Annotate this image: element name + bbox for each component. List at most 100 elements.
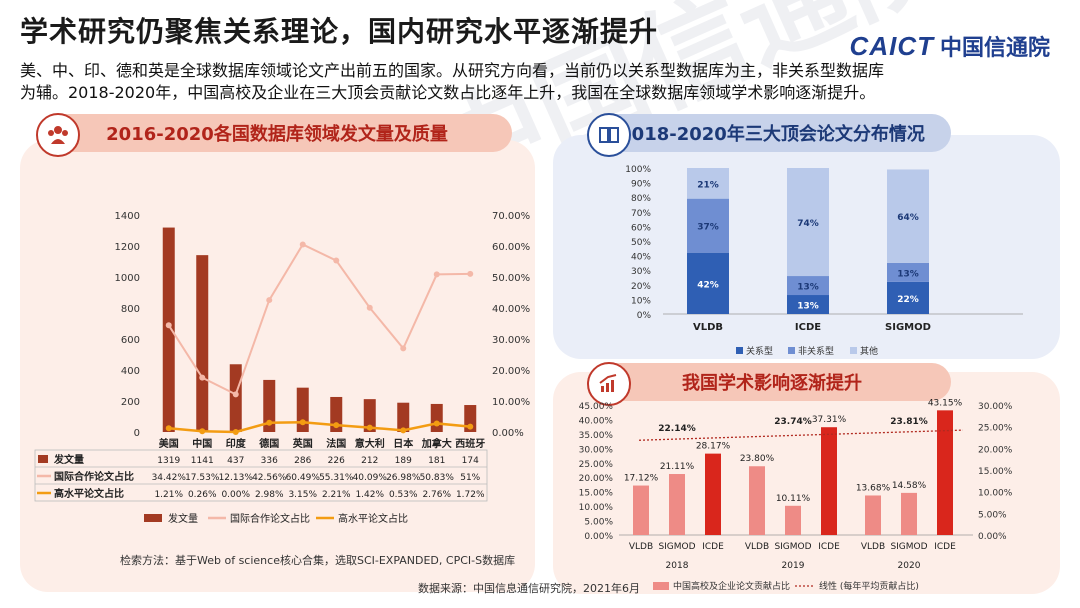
table-cell: 0.00%: [221, 490, 250, 500]
y-left-tick-label: 0.00%: [584, 532, 613, 542]
table-row-label: 高水平论文占比: [54, 487, 124, 500]
x-conference-label: VLDB: [629, 542, 653, 552]
legend-swatch: [788, 347, 795, 354]
y-tick-label: 40%: [631, 253, 651, 263]
table-cell: 2.98%: [255, 490, 284, 500]
y-right-tick-label: 60.00%: [492, 242, 530, 253]
table-cell: 42.56%: [252, 473, 287, 483]
table-cell: 286: [294, 456, 311, 466]
stack-segment-0-2: [887, 281, 929, 314]
table-cell: 226: [328, 456, 345, 466]
bar-1-2: [821, 427, 837, 535]
average-label: 23.74%: [774, 417, 812, 427]
x-category-label: 日本: [393, 437, 414, 450]
y-left-tick-label: 40.00%: [579, 416, 614, 426]
y-right-tick-label: 0.00%: [978, 532, 1007, 542]
table-row-label: 国际合作论文占比: [54, 470, 134, 483]
intro-line-1: 美、中、印、德和英是全球数据库领域论文产出前五的国家。从研究方向看，当前仍以关系…: [20, 61, 885, 80]
x-conference-label: ICDE: [818, 542, 840, 552]
stack-segment-1-2: [887, 262, 929, 282]
y-left-tick-label: 15.00%: [579, 489, 614, 499]
intro-line-2: 为辅。2018-2020年，中国高校及企业在三大顶会贡献论文数占比逐年上升，我国…: [20, 83, 876, 102]
bar-0-0: [633, 485, 649, 535]
legend-label: 非关系型: [798, 345, 834, 357]
y-right-tick-label: 10.00%: [978, 489, 1013, 499]
bar-2-1: [901, 492, 917, 535]
point-1-0: [165, 322, 172, 329]
legend-label: 高水平论文占比: [338, 512, 408, 525]
bar-value-label: 23.80%: [740, 454, 775, 464]
y-left-tick-label: 35.00%: [579, 431, 614, 441]
segment-label: 64%: [897, 213, 919, 223]
table-cell: 12.13%: [219, 473, 254, 483]
x-year-label: 2019: [782, 561, 805, 571]
legend-swatch: [653, 582, 669, 590]
segment-label: 13%: [797, 302, 819, 312]
y-tick-label: 70%: [631, 209, 651, 219]
stack-segment-0-1: [787, 295, 829, 314]
y-left-tick-label: 25.00%: [579, 460, 614, 470]
y-left-tick-label: 200: [121, 397, 140, 408]
bar-value-label: 14.58%: [892, 481, 927, 491]
rising-chart-icon: [587, 362, 631, 406]
y-left-tick-label: 800: [121, 304, 140, 315]
legend-swatch-bar: [144, 514, 162, 522]
y-left-tick-label: 1400: [115, 211, 140, 222]
table-cell: 1.42%: [355, 490, 384, 500]
influence-bar-chart: 0.00% 5.00% 10.00% 15.00% 20.00% 25.00% 30.00%…: [579, 398, 1013, 592]
bar-value-label: 10.11%: [776, 494, 811, 504]
segment-label: 21%: [697, 180, 719, 190]
table-cell: 181: [428, 456, 445, 466]
x-conference-label: SIGMOD: [774, 542, 811, 552]
table-cell: 1.72%: [456, 490, 485, 500]
y-right-tick-label: 50.00%: [492, 273, 530, 284]
bar-0: [162, 227, 175, 432]
x-category-label: VLDB: [693, 322, 723, 333]
country-combo-chart: 0 200 400 600 800 1000 1200 1400 0.00% 10.00% 20.0…: [34, 211, 530, 525]
y-right-tick-label: 10.00%: [492, 397, 530, 408]
point-2-6: [366, 424, 373, 431]
table-cell: 212: [361, 456, 378, 466]
y-left-tick-label: 1000: [115, 273, 140, 284]
point-2-4: [299, 419, 306, 426]
y-tick-label: 90%: [631, 180, 651, 190]
x-conference-label: SIGMOD: [658, 542, 695, 552]
intro-text: 美、中、印、德和英是全球数据库领域论文产出前五的国家。从研究方向看，当前仍以关系…: [20, 60, 1030, 104]
bar-1-1: [785, 505, 801, 535]
x-year-label: 2020: [898, 561, 921, 571]
y-left-tick-label: 10.00%: [579, 503, 614, 513]
segment-label: 13%: [897, 269, 919, 279]
bar-5: [330, 396, 343, 432]
y-left-tick-label: 20.00%: [579, 474, 614, 484]
point-2-5: [333, 422, 340, 429]
method-note: 检索方法：基于Web of science核心合集，选取SCI-EXPANDED…: [120, 554, 516, 567]
legend-label: 线性 (每年平均贡献占比): [819, 580, 919, 592]
legend-swatch: [850, 347, 857, 354]
stack-segment-2-2: [887, 169, 929, 263]
bar-1: [196, 255, 209, 432]
point-1-6: [366, 304, 373, 311]
table-cell: 1319: [157, 456, 180, 466]
x-category-label: ICDE: [795, 322, 821, 333]
segment-label: 13%: [797, 283, 819, 293]
y-left-tick-label: 400: [121, 366, 140, 377]
x-conference-label: SIGMOD: [890, 542, 927, 552]
legend-label: 中国高校及企业论文贡献占比: [673, 580, 790, 592]
series-line-1: [167, 243, 471, 396]
y-left-tick-label: 5.00%: [584, 518, 613, 528]
x-category-label: 意大利: [355, 437, 385, 450]
legend-swatch: [736, 347, 743, 354]
bar-value-label: 43.15%: [928, 398, 963, 408]
series-line-2: [168, 420, 471, 434]
bar-value-label: 17.12%: [624, 474, 659, 484]
bar-3: [263, 379, 276, 432]
bar-1-0: [749, 466, 765, 535]
y-right-tick-label: 30.00%: [978, 402, 1013, 412]
y-right-tick-label: 30.00%: [492, 335, 530, 346]
x-year-label: 2018: [666, 561, 689, 571]
table-row-label: 发文量: [53, 453, 84, 466]
segment-label: 22%: [897, 295, 919, 305]
table-cell: 0.53%: [389, 490, 418, 500]
table-cell: 174: [462, 456, 479, 466]
y-right-tick-label: 70.00%: [492, 211, 530, 222]
